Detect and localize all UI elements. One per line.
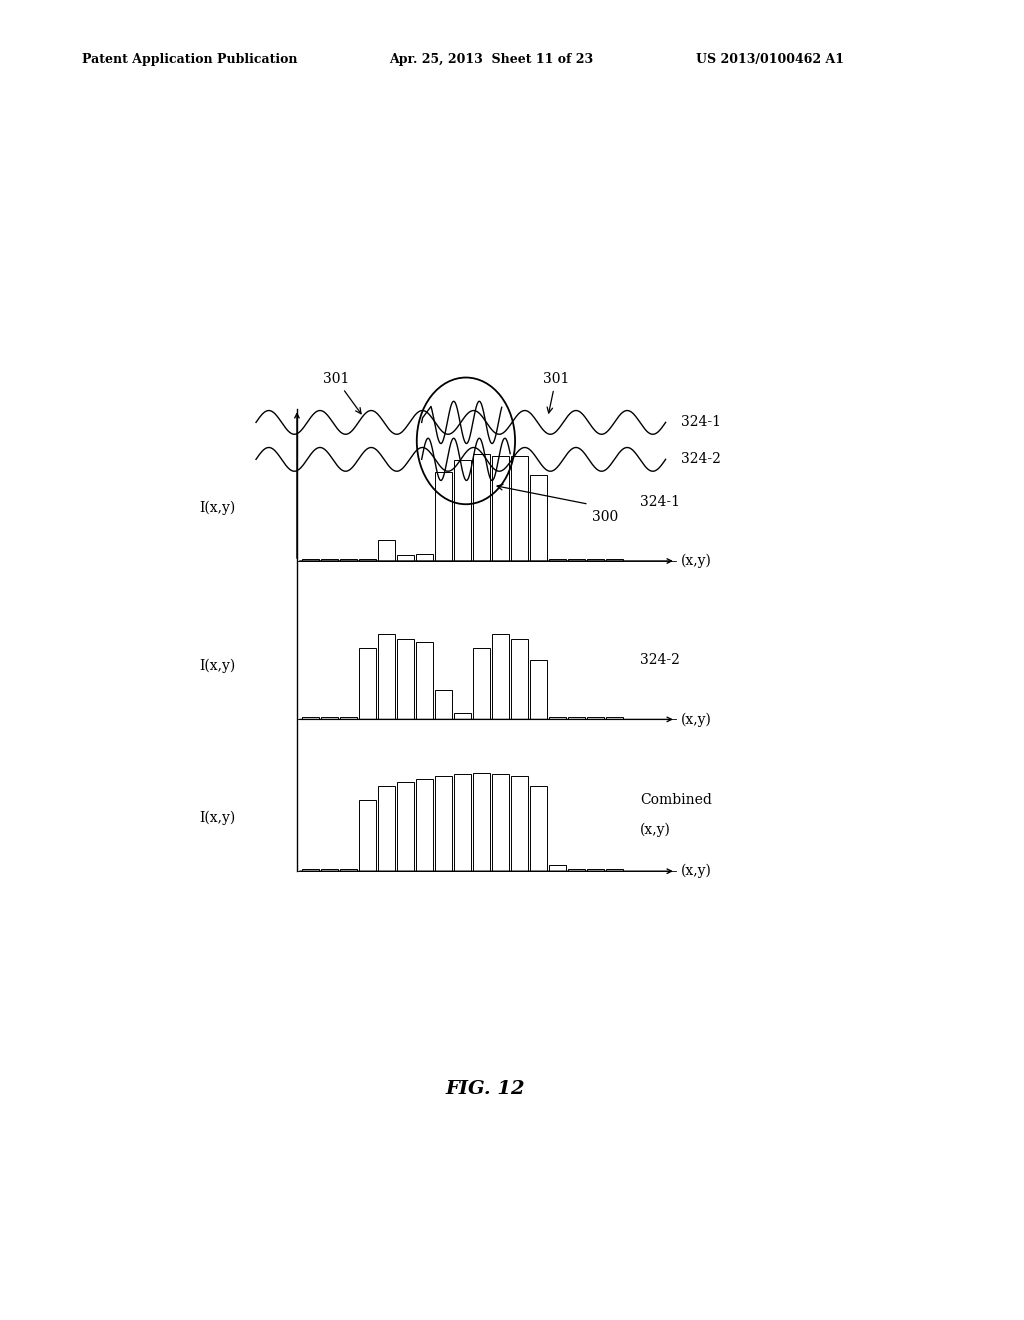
Text: 301: 301	[543, 372, 569, 413]
Bar	[492, 457, 509, 561]
Text: I(x,y): I(x,y)	[200, 810, 236, 825]
Text: Combined: Combined	[640, 793, 712, 807]
Bar	[340, 717, 357, 719]
Text: 301: 301	[323, 372, 361, 413]
Text: US 2013/0100462 A1: US 2013/0100462 A1	[696, 53, 845, 66]
Bar	[473, 454, 489, 561]
Bar	[511, 457, 528, 561]
Bar	[529, 785, 547, 871]
Bar	[359, 800, 376, 871]
Bar	[378, 785, 395, 871]
Bar	[322, 869, 338, 871]
Bar	[435, 473, 452, 561]
Text: Patent Application Publication: Patent Application Publication	[82, 53, 297, 66]
Bar	[511, 776, 528, 871]
Bar	[529, 660, 547, 719]
Bar	[302, 558, 319, 561]
Bar	[454, 774, 471, 871]
Bar	[454, 713, 471, 719]
Bar	[587, 869, 604, 871]
Bar	[605, 558, 623, 561]
Bar	[605, 717, 623, 719]
Bar	[549, 717, 566, 719]
Bar	[567, 717, 585, 719]
Bar	[416, 642, 433, 719]
Bar	[322, 558, 338, 561]
Bar	[549, 866, 566, 871]
Bar	[302, 717, 319, 719]
Text: FIG. 12: FIG. 12	[445, 1080, 525, 1098]
Text: 324-2: 324-2	[681, 453, 721, 466]
Text: 324-2: 324-2	[640, 653, 680, 667]
Bar	[492, 634, 509, 719]
Bar	[587, 558, 604, 561]
Bar	[416, 779, 433, 871]
Bar	[416, 554, 433, 561]
Bar	[473, 648, 489, 719]
Text: (x,y): (x,y)	[640, 822, 671, 837]
Bar	[605, 869, 623, 871]
Bar	[492, 774, 509, 871]
Text: (x,y): (x,y)	[681, 554, 712, 568]
Bar	[587, 717, 604, 719]
Bar	[454, 461, 471, 561]
Bar	[359, 648, 376, 719]
Bar	[435, 689, 452, 719]
Bar	[302, 869, 319, 871]
Text: (x,y): (x,y)	[681, 713, 712, 726]
Bar	[397, 556, 414, 561]
Bar	[511, 639, 528, 719]
Bar	[549, 558, 566, 561]
Bar	[378, 634, 395, 719]
Bar	[567, 869, 585, 871]
Bar	[435, 776, 452, 871]
Bar	[567, 558, 585, 561]
Bar	[397, 639, 414, 719]
Text: 324-1: 324-1	[681, 416, 721, 429]
Text: I(x,y): I(x,y)	[200, 659, 236, 673]
Text: 300: 300	[592, 510, 618, 524]
Bar	[340, 558, 357, 561]
Text: Apr. 25, 2013  Sheet 11 of 23: Apr. 25, 2013 Sheet 11 of 23	[389, 53, 593, 66]
Bar	[378, 540, 395, 561]
Text: 324-1: 324-1	[640, 495, 680, 508]
Text: (x,y): (x,y)	[681, 865, 712, 878]
Bar	[359, 558, 376, 561]
Bar	[473, 772, 489, 871]
Text: I(x,y): I(x,y)	[200, 500, 236, 515]
Bar	[397, 781, 414, 871]
Bar	[529, 475, 547, 561]
Bar	[340, 869, 357, 871]
Bar	[322, 717, 338, 719]
